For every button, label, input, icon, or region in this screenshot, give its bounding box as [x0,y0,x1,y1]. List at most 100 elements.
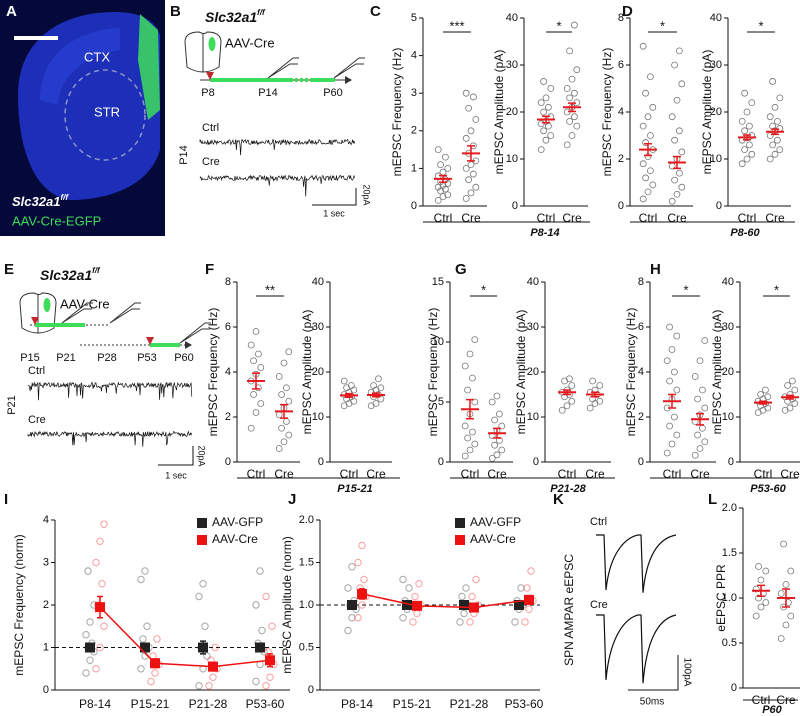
y-tick-label: 1.5 [299,556,314,568]
data-point [434,183,442,191]
data-point [671,368,678,376]
data-point [701,337,709,344]
x-tick-label: Cre [487,467,507,481]
y-tick-label: 2.0 [299,514,314,526]
y-tick-label: 1 [411,162,417,174]
data-point [668,440,676,448]
y-tick-label: 2 [225,411,231,423]
y-tick-label: 5 [411,12,417,24]
data-point [137,665,145,673]
data-point [275,373,283,380]
data-point [523,584,531,592]
panel-letter: C [370,3,381,20]
y-tick-label: 20 [506,106,518,118]
error-bar [563,389,571,396]
injection-arrow [31,317,39,325]
data-point [782,621,790,629]
scale-bar [312,188,357,206]
x-tick-label: Cre [780,467,800,481]
x-tick-label: Cre [690,467,710,481]
timeline-label: P15 [20,352,40,364]
striatum-outline [64,69,146,161]
data-point [471,440,479,448]
timeline-label: P60 [323,87,343,99]
data-point [280,359,288,367]
data-point [444,164,452,172]
y-tick-label: 6 [618,59,624,71]
pipette [333,57,365,79]
data-point [771,103,779,111]
data-point [568,397,576,405]
scale-label: 20pA [362,184,372,205]
data-point [86,656,94,664]
period-label: P15-21 [337,483,372,495]
data-point [676,47,683,55]
data-point [668,346,676,353]
trace-label: Ctrl [590,516,607,528]
x-tick-label: P8-14 [341,697,373,711]
x-tick-label: P21-28 [189,697,228,711]
data-point [209,673,217,681]
x-tick-label: Ctrl [558,467,577,481]
mean-marker [347,600,357,610]
injection-site [208,37,216,51]
data-point [437,161,445,169]
significance-label: *** [449,18,464,33]
genotype: Slc32a1f/f [205,8,266,25]
data-point [571,89,578,97]
data-point [573,122,581,130]
data-point [673,431,681,439]
genotype-name: Slc32a1 [40,267,92,283]
y-tick-label: 4 [638,366,644,378]
data-point [464,434,472,442]
data-point [462,195,470,202]
pipette [61,302,93,324]
error-bar [759,400,767,405]
data-point [762,567,770,575]
data-point [647,132,654,139]
period-label: P21-28 [550,483,586,495]
recording-trace [199,138,356,156]
genotype-name: Slc32a1 [205,9,257,25]
x-tick-label: Cre [562,211,582,225]
data-point [92,558,100,567]
timeline-label: P21 [56,352,76,364]
region-label: STR [94,104,120,119]
data-point [409,618,417,626]
panel-letter: D [622,3,633,20]
axis-title: mEPSC Frequency (Hz) [600,48,614,177]
legend-label: AAV-Cre [470,532,516,546]
panel-letter: K [553,491,564,508]
data-point [676,169,683,177]
error-bar [782,588,790,608]
data-point [466,350,474,358]
data-point [195,682,203,690]
mean-marker [469,602,479,613]
scale-label: 50ms [640,697,664,708]
data-point [468,428,476,436]
data-point [203,652,211,660]
data-point [491,416,499,424]
data-point [691,451,699,459]
data-point [696,357,704,365]
mean-marker [150,658,160,669]
data-point [495,410,503,418]
panel-letter: A [6,3,17,20]
data-point [571,21,578,29]
data-point [469,170,477,178]
y-tick-label: 40 [506,12,518,24]
scale-label: 1 sec [165,470,187,480]
error-bar [743,134,751,141]
virus-label: AAV-Cre [225,35,275,50]
data-point [465,176,473,184]
data-point [444,180,452,187]
genotype-sup: f/f [257,8,266,17]
data-point [666,323,673,331]
x-tick-label: Ctrl [247,467,266,481]
axis-title: mEPSC Frequency (Hz) [390,48,404,177]
axis-title: mEPSC Frequency (Hz) [624,308,638,437]
panel-letter: B [170,3,181,20]
data-point [694,395,701,403]
y-tick-label: 10 [527,411,539,423]
data-point [100,622,108,630]
